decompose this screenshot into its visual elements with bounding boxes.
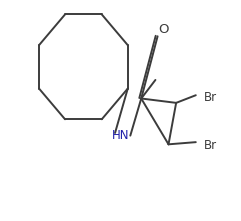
Text: O: O bbox=[158, 23, 168, 36]
Text: HN: HN bbox=[112, 129, 129, 142]
Text: Br: Br bbox=[203, 91, 217, 104]
Text: Br: Br bbox=[203, 139, 217, 152]
